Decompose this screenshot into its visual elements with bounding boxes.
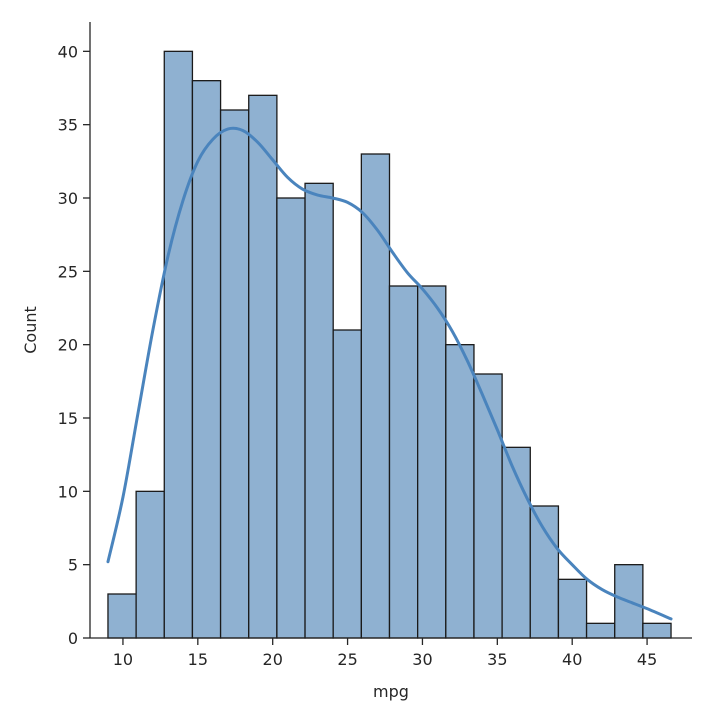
y-tick-label: 25 xyxy=(58,262,78,281)
histogram-bar xyxy=(304,182,334,639)
histogram-bar xyxy=(107,593,137,639)
histogram-bar xyxy=(417,285,447,639)
histogram-bar xyxy=(473,373,503,639)
x-tick-label: 45 xyxy=(637,650,657,669)
y-tick-label: 0 xyxy=(68,629,78,648)
histogram-bars xyxy=(107,50,672,639)
y-axis-ticks: 0 5 10 15 20 25 30 35 40 xyxy=(58,42,90,648)
histogram-bar xyxy=(191,80,222,639)
y-tick-label: 10 xyxy=(58,482,78,501)
histogram-bar xyxy=(219,109,250,639)
y-tick-label: 5 xyxy=(68,556,78,575)
x-tick-label: 40 xyxy=(562,650,582,669)
histogram-bar xyxy=(445,344,475,639)
x-axis-label: mpg xyxy=(373,682,409,701)
y-axis-label: Count xyxy=(21,306,40,354)
histogram-bar xyxy=(163,50,194,639)
x-tick-label: 10 xyxy=(113,650,133,669)
histogram-bar xyxy=(248,94,278,639)
kde-curve xyxy=(106,126,673,621)
x-tick-label: 20 xyxy=(263,650,283,669)
x-axis-ticks: 10 15 20 25 30 35 40 45 xyxy=(113,638,657,669)
y-tick-label: 15 xyxy=(58,409,78,428)
x-tick-label: 15 xyxy=(188,650,208,669)
y-tick-label: 40 xyxy=(58,42,78,61)
y-tick-label: 30 xyxy=(58,189,78,208)
histogram-bar xyxy=(135,490,165,639)
histogram-bar xyxy=(642,622,672,639)
histogram-bar xyxy=(529,505,560,639)
histogram-bar xyxy=(276,197,306,639)
histogram-bar xyxy=(360,153,391,639)
y-tick-label: 35 xyxy=(58,116,78,135)
x-tick-label: 25 xyxy=(337,650,357,669)
histogram-bar xyxy=(557,578,588,639)
histogram-bar xyxy=(388,285,419,639)
x-tick-label: 35 xyxy=(487,650,507,669)
y-tick-label: 20 xyxy=(58,336,78,355)
histogram-bar xyxy=(585,622,616,639)
histogram-bar xyxy=(332,329,362,639)
x-tick-label: 30 xyxy=(412,650,432,669)
